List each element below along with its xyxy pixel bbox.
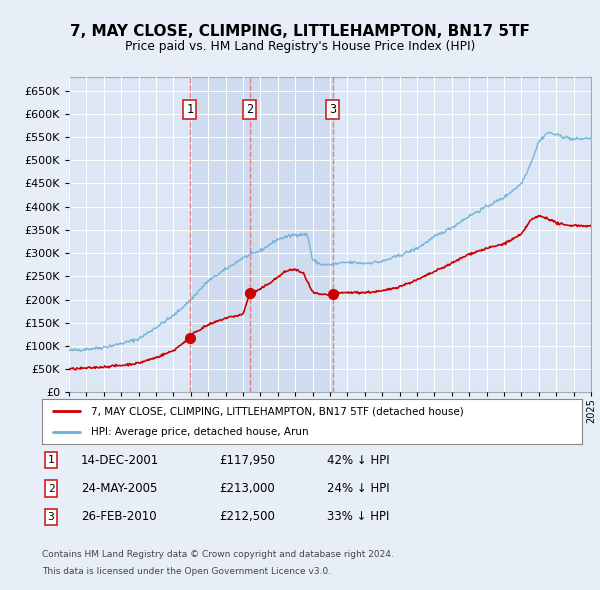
Text: This data is licensed under the Open Government Licence v3.0.: This data is licensed under the Open Gov… xyxy=(42,566,331,576)
Text: 7, MAY CLOSE, CLIMPING, LITTLEHAMPTON, BN17 5TF (detached house): 7, MAY CLOSE, CLIMPING, LITTLEHAMPTON, B… xyxy=(91,407,463,417)
Text: £212,500: £212,500 xyxy=(219,510,275,523)
Text: 42% ↓ HPI: 42% ↓ HPI xyxy=(327,454,389,467)
Text: £213,000: £213,000 xyxy=(219,482,275,495)
Text: 1: 1 xyxy=(187,103,193,116)
Text: 24-MAY-2005: 24-MAY-2005 xyxy=(81,482,157,495)
Text: 2: 2 xyxy=(246,103,253,116)
Text: HPI: Average price, detached house, Arun: HPI: Average price, detached house, Arun xyxy=(91,427,308,437)
Bar xyxy=(190,77,250,392)
Text: Contains HM Land Registry data © Crown copyright and database right 2024.: Contains HM Land Registry data © Crown c… xyxy=(42,550,394,559)
Text: 24% ↓ HPI: 24% ↓ HPI xyxy=(327,482,389,495)
Bar xyxy=(250,77,332,392)
Text: 33% ↓ HPI: 33% ↓ HPI xyxy=(327,510,389,523)
Text: 3: 3 xyxy=(329,103,336,116)
Text: 1: 1 xyxy=(47,455,55,465)
Text: 3: 3 xyxy=(47,512,55,522)
Text: Price paid vs. HM Land Registry's House Price Index (HPI): Price paid vs. HM Land Registry's House … xyxy=(125,40,475,53)
Text: 26-FEB-2010: 26-FEB-2010 xyxy=(81,510,157,523)
Text: 14-DEC-2001: 14-DEC-2001 xyxy=(81,454,159,467)
Text: 7, MAY CLOSE, CLIMPING, LITTLEHAMPTON, BN17 5TF: 7, MAY CLOSE, CLIMPING, LITTLEHAMPTON, B… xyxy=(70,24,530,38)
Text: £117,950: £117,950 xyxy=(219,454,275,467)
Text: 2: 2 xyxy=(47,484,55,493)
